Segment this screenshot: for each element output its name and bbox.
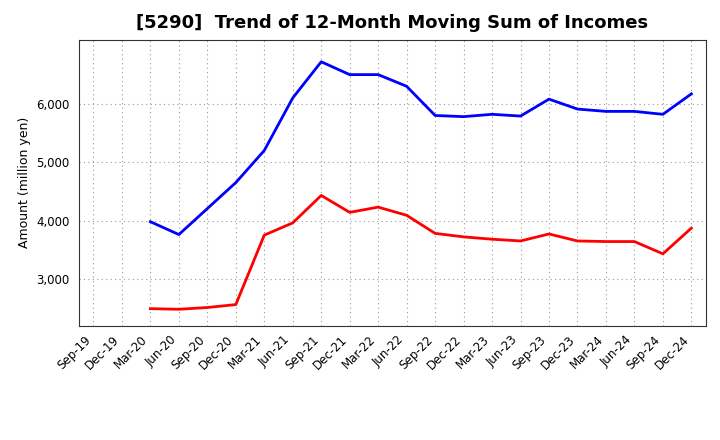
Ordinary Income [402, 84, 411, 89]
Net Income [146, 306, 155, 312]
Net Income [289, 220, 297, 226]
Ordinary Income [516, 114, 525, 119]
Net Income [174, 307, 183, 312]
Net Income [431, 231, 439, 236]
Ordinary Income [630, 109, 639, 114]
Net Income [402, 213, 411, 218]
Net Income [260, 232, 269, 238]
Net Income [346, 210, 354, 215]
Ordinary Income [487, 112, 496, 117]
Net Income [203, 305, 212, 310]
Ordinary Income [431, 113, 439, 118]
Ordinary Income [289, 95, 297, 101]
Ordinary Income [687, 91, 696, 96]
Ordinary Income [545, 96, 554, 102]
Net Income [232, 302, 240, 307]
Ordinary Income [602, 109, 611, 114]
Net Income [687, 225, 696, 231]
Ordinary Income [146, 219, 155, 224]
Net Income [459, 234, 468, 239]
Line: Net Income: Net Income [150, 195, 691, 309]
Ordinary Income [317, 59, 325, 64]
Net Income [374, 205, 382, 210]
Ordinary Income [260, 148, 269, 153]
Net Income [659, 251, 667, 257]
Title: [5290]  Trend of 12-Month Moving Sum of Incomes: [5290] Trend of 12-Month Moving Sum of I… [136, 15, 649, 33]
Line: Ordinary Income: Ordinary Income [150, 62, 691, 235]
Net Income [602, 239, 611, 244]
Y-axis label: Amount (million yen): Amount (million yen) [17, 117, 30, 248]
Net Income [573, 238, 582, 244]
Ordinary Income [459, 114, 468, 119]
Ordinary Income [374, 72, 382, 77]
Net Income [545, 231, 554, 237]
Net Income [487, 237, 496, 242]
Ordinary Income [659, 112, 667, 117]
Ordinary Income [232, 180, 240, 185]
Ordinary Income [174, 232, 183, 237]
Net Income [630, 239, 639, 244]
Ordinary Income [346, 72, 354, 77]
Net Income [516, 238, 525, 244]
Net Income [317, 193, 325, 198]
Ordinary Income [573, 106, 582, 112]
